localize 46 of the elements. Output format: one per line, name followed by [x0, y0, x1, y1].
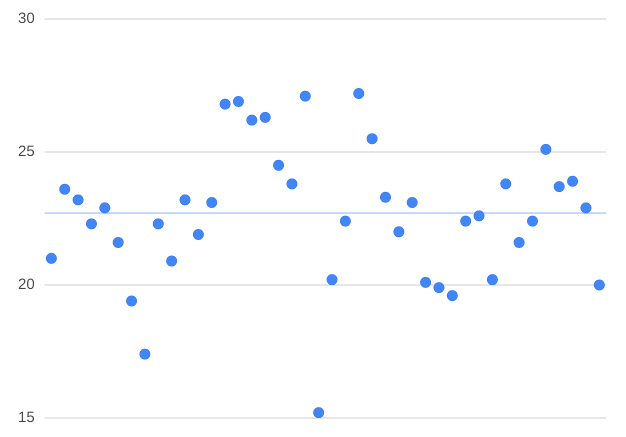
point — [446, 290, 458, 302]
point — [460, 216, 472, 227]
point — [126, 295, 138, 306]
point — [220, 98, 231, 110]
point — [192, 228, 204, 240]
point — [420, 276, 432, 288]
point — [353, 88, 364, 99]
point — [86, 218, 97, 230]
point — [567, 176, 578, 187]
y-tick-label: 30 — [18, 10, 35, 28]
point — [152, 218, 164, 230]
point — [594, 280, 605, 290]
point — [166, 256, 178, 267]
point — [180, 194, 191, 206]
point — [366, 133, 378, 144]
point — [300, 90, 311, 102]
y-tick-label: 20 — [18, 276, 35, 294]
point — [260, 112, 271, 123]
point — [206, 197, 218, 208]
point — [232, 96, 244, 107]
point — [393, 226, 404, 238]
point — [313, 407, 324, 418]
point — [500, 178, 512, 190]
point — [406, 197, 418, 208]
point — [99, 202, 110, 214]
y-tick-label: 25 — [18, 143, 35, 160]
point — [326, 274, 338, 286]
point — [380, 192, 391, 203]
point — [433, 282, 444, 294]
point — [46, 252, 57, 264]
point — [273, 160, 284, 171]
point — [59, 184, 70, 195]
point — [112, 236, 124, 248]
point — [474, 210, 485, 222]
point — [246, 114, 258, 126]
point — [554, 181, 565, 192]
point — [286, 178, 298, 190]
point — [540, 144, 552, 155]
y-tick-label: 15 — [18, 409, 35, 426]
point — [514, 236, 525, 248]
point — [72, 194, 84, 206]
point — [580, 202, 592, 214]
point — [526, 216, 538, 227]
point — [139, 348, 150, 360]
point — [340, 216, 351, 227]
point — [486, 274, 498, 286]
